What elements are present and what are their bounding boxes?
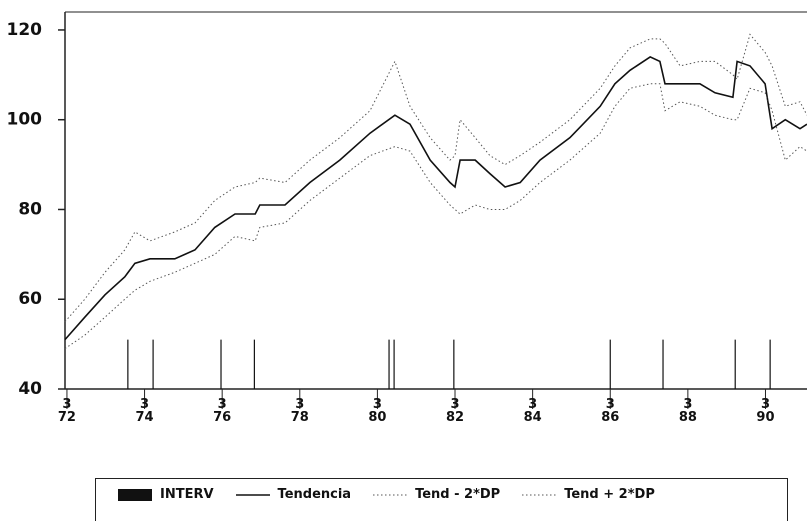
legend-item: Tend - 2*DP (373, 487, 500, 502)
x-tick-label: 3 88 (678, 397, 697, 425)
legend-label: Tendencia (277, 487, 352, 502)
legend-swatch (118, 488, 152, 502)
y-tick-label: 100 (7, 110, 43, 130)
legend-symbol (373, 494, 408, 495)
legend-symbol (235, 493, 270, 496)
legend-label: INTERV (160, 487, 214, 502)
y-tick-label: 60 (18, 289, 42, 309)
legend-label: Tend - 2*DP (415, 487, 501, 502)
y-tick-label: 40 (18, 379, 42, 399)
legend-item: Tend + 2*DP (522, 487, 655, 502)
legend-item: Tendencia (235, 487, 352, 502)
legend-item: INTERV (118, 487, 214, 502)
x-tick-label: 3 74 (135, 397, 154, 425)
legend-swatch (235, 488, 270, 502)
series-line (64, 33, 807, 323)
x-tick-label: 3 72 (57, 397, 76, 425)
x-tick-label: 3 78 (290, 397, 309, 425)
y-tick-label: 120 (7, 20, 43, 40)
x-tick-label: 3 82 (445, 397, 465, 425)
legend-swatch (373, 488, 408, 502)
legend-swatch (522, 488, 557, 502)
legend-symbol (118, 488, 152, 501)
legend-box (118, 488, 152, 501)
series-line (64, 55, 807, 341)
x-tick-label: 3 90 (756, 397, 775, 425)
x-tick-label: 3 80 (368, 397, 387, 425)
legend-label: Tend + 2*DP (564, 487, 655, 502)
legend-symbol (522, 494, 557, 495)
x-tick-label: 3 76 (213, 397, 232, 425)
y-tick-label: 80 (18, 199, 42, 219)
series-line (64, 83, 807, 350)
x-tick-label: 3 86 (601, 397, 620, 425)
x-tick-label: 3 84 (523, 397, 542, 425)
legend: INTERV Tendencia Tend - 2*DP Tend + 2*DP (95, 478, 788, 521)
